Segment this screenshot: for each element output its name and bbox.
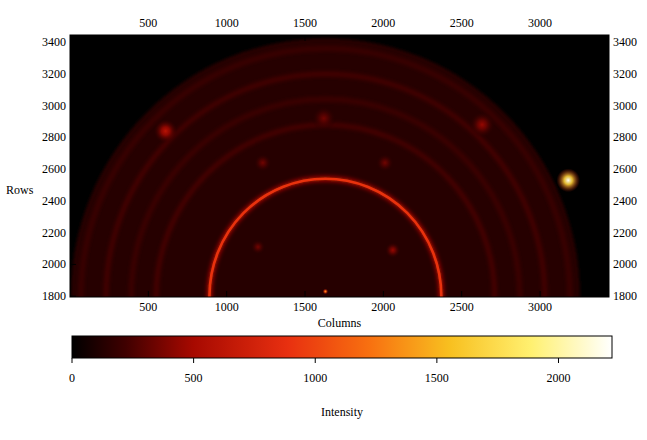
y-tick-label-right: 2000 <box>613 257 637 271</box>
x-tick-label: 2000 <box>371 300 395 314</box>
x-tick-label: 2500 <box>450 300 474 314</box>
plot-frame <box>70 35 609 297</box>
y-tick-label: 3200 <box>42 67 66 81</box>
diffraction-spot <box>154 119 178 143</box>
y-tick <box>70 232 76 233</box>
x-tick-label-top: 500 <box>139 16 157 30</box>
image-area <box>71 38 580 297</box>
y-axis-title: Rows <box>6 183 34 197</box>
y-tick-label: 1800 <box>42 289 66 303</box>
x-tick <box>148 291 149 297</box>
x-tick-top <box>383 35 384 41</box>
colorbar-tick <box>193 358 194 363</box>
y-tick <box>70 200 76 201</box>
x-tick-label: 500 <box>139 300 157 314</box>
y-tick-right <box>603 42 609 43</box>
y-tick-right <box>603 105 609 106</box>
y-tick <box>70 105 76 106</box>
colorbar-title: Intensity <box>321 405 363 419</box>
x-tick-top <box>305 35 306 41</box>
x-tick-label: 3000 <box>528 300 552 314</box>
diffraction-spot <box>311 106 336 131</box>
y-tick-label-right: 1800 <box>613 289 637 303</box>
colorbar-tick <box>436 358 437 363</box>
x-tick <box>383 291 384 297</box>
colorbar-tick-label: 500 <box>185 371 203 385</box>
x-tick-top <box>226 35 227 41</box>
y-tick-label-right: 2200 <box>613 226 637 240</box>
y-tick-right <box>603 73 609 74</box>
colorbar-tick-label: 1000 <box>303 371 327 385</box>
y-tick <box>70 264 76 265</box>
y-tick-label-right: 3000 <box>613 99 637 113</box>
diffraction-ring <box>81 48 570 297</box>
x-tick-label-top: 2500 <box>450 16 474 30</box>
diffraction-spot <box>557 168 581 192</box>
y-tick-label: 3000 <box>42 99 66 113</box>
x-tick-label-top: 1500 <box>293 16 317 30</box>
x-tick-label: 1500 <box>293 300 317 314</box>
detector-area <box>71 38 580 297</box>
y-tick-right <box>603 296 609 297</box>
colorbar-tick-label: 1500 <box>425 371 449 385</box>
x-tick-top <box>148 35 149 41</box>
colorbar-tick-label: 0 <box>69 371 75 385</box>
y-tick <box>70 137 76 138</box>
diffraction-ring <box>106 74 545 297</box>
y-tick-label-right: 3200 <box>613 67 637 81</box>
y-tick-right <box>603 232 609 233</box>
y-tick-label: 2200 <box>42 226 66 240</box>
diffraction-spot <box>376 153 395 172</box>
x-tick <box>305 291 306 297</box>
x-tick-top <box>461 35 462 41</box>
y-tick-label-right: 2600 <box>613 162 637 176</box>
ring-glow <box>209 179 441 297</box>
y-tick-label-right: 3400 <box>613 35 637 49</box>
x-axis-title: Columns <box>318 316 362 330</box>
diffraction-ring <box>131 99 520 297</box>
y-tick-label: 2000 <box>42 257 66 271</box>
y-tick <box>70 73 76 74</box>
diffraction-spot <box>385 242 401 258</box>
diffraction-spot <box>253 153 272 172</box>
colorbar-tick <box>558 358 559 363</box>
diffraction-ring <box>209 179 441 297</box>
y-tick-right <box>603 137 609 138</box>
y-tick-label: 2400 <box>42 194 66 208</box>
diffraction-spot <box>470 112 495 137</box>
y-tick-label: 3400 <box>42 35 66 49</box>
x-tick-label: 1000 <box>215 300 239 314</box>
y-tick-right <box>603 200 609 201</box>
y-tick-right <box>603 264 609 265</box>
y-tick-right <box>603 169 609 170</box>
x-tick-label-top: 3000 <box>528 16 552 30</box>
y-tick-label: 2800 <box>42 130 66 144</box>
x-tick <box>461 291 462 297</box>
y-tick <box>70 296 76 297</box>
x-tick <box>540 291 541 297</box>
y-tick-label-right: 2400 <box>613 194 637 208</box>
x-tick-label-top: 1000 <box>215 16 239 30</box>
diffraction-spot <box>250 239 266 255</box>
y-tick <box>70 42 76 43</box>
y-tick <box>70 169 76 170</box>
colorbar-tick <box>72 358 73 363</box>
y-tick-label-right: 2800 <box>613 130 637 144</box>
diffraction-spot <box>323 289 329 295</box>
x-tick <box>226 291 227 297</box>
diffraction-ring <box>156 125 494 297</box>
y-tick-label: 2600 <box>42 162 66 176</box>
x-tick-label-top: 2000 <box>371 16 395 30</box>
x-tick-top <box>540 35 541 41</box>
figure: 500 500 1000 1000 1500 1500 2000 2000 2500 2500 30… <box>0 0 647 440</box>
colorbar <box>72 336 612 358</box>
colorbar-tick-label: 2000 <box>546 371 570 385</box>
colorbar-tick <box>315 358 316 363</box>
